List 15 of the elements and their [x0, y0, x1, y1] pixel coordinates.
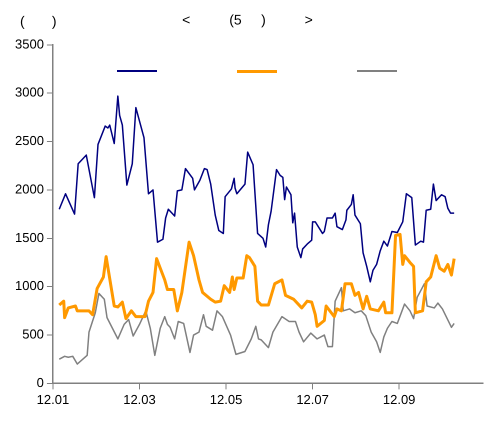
y-tick-label: 2000 [15, 181, 44, 196]
text: ( ) [20, 12, 57, 29]
y-tick-label: 3000 [15, 84, 44, 100]
x-tick-label: 12.03 [123, 392, 156, 407]
x-tick-label: 12.09 [382, 392, 416, 407]
chart-title: < (5 ) > [182, 11, 313, 28]
y-tick-label: 3500 [15, 36, 44, 52]
y-tick-label: 0 [36, 374, 44, 390]
y-tick-label: 2500 [15, 133, 44, 148]
x-tick-label: 12.01 [36, 392, 70, 407]
x-tick-label: 12.07 [296, 392, 329, 407]
y-tick-label: 1000 [15, 278, 44, 294]
y-tick-label: 1500 [15, 230, 44, 245]
x-tick-label: 12.05 [210, 392, 242, 407]
y-tick-label: 500 [22, 326, 44, 342]
